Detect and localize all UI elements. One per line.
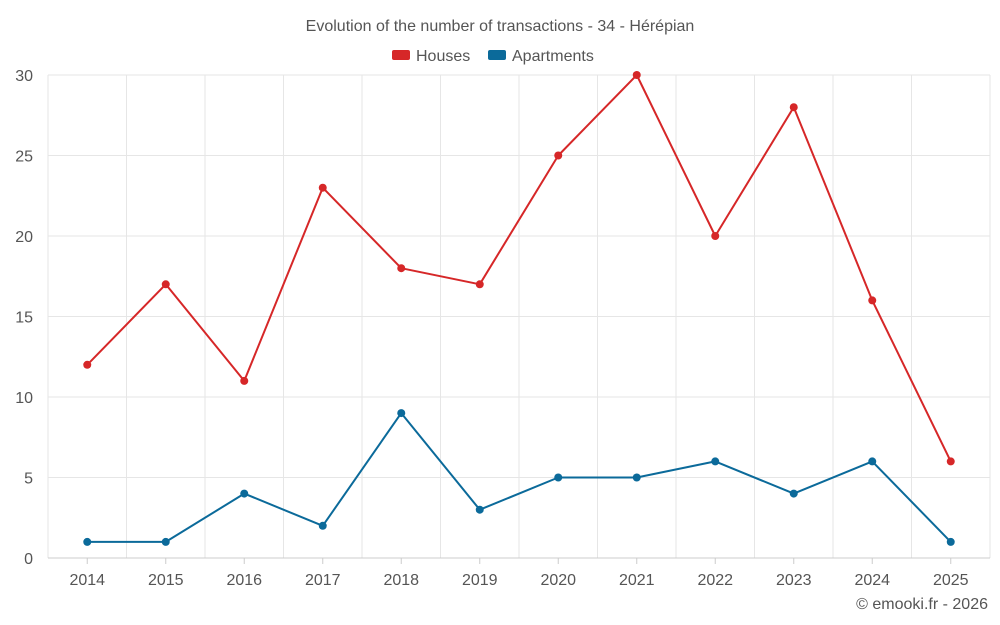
data-point-houses[interactable] xyxy=(632,71,641,79)
data-point-apartments[interactable] xyxy=(240,489,249,498)
legend-swatch-apartments xyxy=(488,50,506,60)
gridlines xyxy=(47,74,991,558)
legend-label-apartments: Apartments xyxy=(512,48,594,65)
x-tick-label: 2019 xyxy=(462,572,498,589)
data-point-houses[interactable] xyxy=(554,151,563,160)
data-point-houses[interactable] xyxy=(397,264,406,273)
data-point-houses[interactable] xyxy=(711,232,720,240)
data-point-houses[interactable] xyxy=(240,376,249,385)
series-line-apartments xyxy=(87,412,952,543)
data-point-apartments[interactable] xyxy=(946,537,955,546)
data-point-apartments[interactable] xyxy=(868,457,877,466)
y-tick-label: 20 xyxy=(15,229,33,246)
data-point-apartments[interactable] xyxy=(711,457,720,466)
x-tick-label: 2017 xyxy=(305,572,341,589)
data-point-apartments[interactable] xyxy=(789,489,798,498)
x-tick-label: 2020 xyxy=(540,572,576,589)
x-tick-label: 2018 xyxy=(383,572,419,589)
data-point-apartments[interactable] xyxy=(318,521,327,530)
x-tick-label: 2015 xyxy=(148,572,184,589)
legend-swatch-houses xyxy=(392,50,410,60)
data-point-apartments[interactable] xyxy=(475,505,484,514)
y-tick-label: 0 xyxy=(24,551,33,568)
y-tick-label: 5 xyxy=(24,471,33,488)
data-point-houses[interactable] xyxy=(161,280,170,289)
x-tick-label: 2025 xyxy=(933,572,969,589)
y-tick-label: 25 xyxy=(15,149,33,166)
y-tick-label: 10 xyxy=(15,390,33,407)
x-tick-label: 2022 xyxy=(697,572,733,589)
y-tick-label: 15 xyxy=(15,310,33,327)
data-point-houses[interactable] xyxy=(868,296,877,305)
data-point-apartments[interactable] xyxy=(397,409,406,418)
legend-item-houses[interactable]: Houses xyxy=(392,48,470,65)
data-point-apartments[interactable] xyxy=(83,537,92,546)
data-point-houses[interactable] xyxy=(318,183,327,192)
x-tick-label: 2016 xyxy=(226,572,262,589)
series xyxy=(83,71,955,546)
data-point-houses[interactable] xyxy=(475,280,484,289)
legend: Houses Apartments xyxy=(392,48,594,65)
data-point-houses[interactable] xyxy=(83,360,92,369)
x-tick-label: 2014 xyxy=(69,572,105,589)
data-point-apartments[interactable] xyxy=(554,473,563,482)
data-point-houses[interactable] xyxy=(789,103,798,112)
legend-item-apartments[interactable]: Apartments xyxy=(488,48,594,65)
data-point-apartments[interactable] xyxy=(632,473,641,482)
y-tick-label: 30 xyxy=(15,68,33,85)
data-point-apartments[interactable] xyxy=(161,537,170,546)
legend-label-houses: Houses xyxy=(416,48,470,65)
x-tick-label: 2024 xyxy=(854,572,890,589)
credit-text: © emooki.fr - 2026 xyxy=(856,596,988,613)
x-tick-label: 2023 xyxy=(776,572,812,589)
x-tick-label: 2021 xyxy=(619,572,655,589)
chart-title: Evolution of the number of transactions … xyxy=(306,18,695,35)
data-point-houses[interactable] xyxy=(946,457,955,466)
series-line-houses xyxy=(86,74,952,462)
